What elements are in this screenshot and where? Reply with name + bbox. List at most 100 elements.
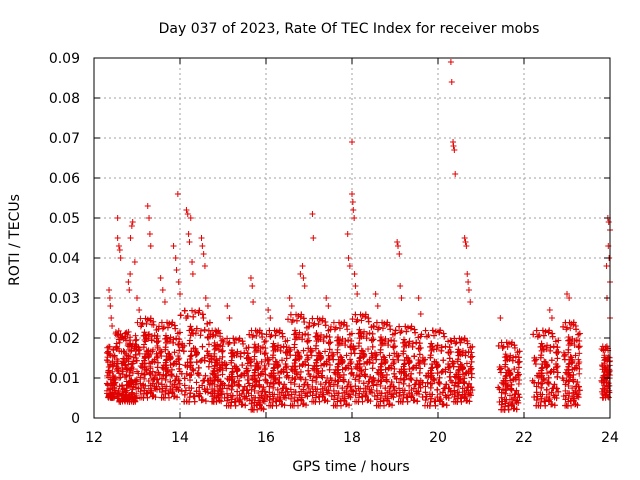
data-point <box>191 398 198 405</box>
data-point <box>187 390 194 397</box>
data-point <box>123 378 130 385</box>
data-point <box>352 311 359 318</box>
data-point <box>297 368 304 375</box>
chart-title: Day 037 of 2023, Rate Of TEC Index for r… <box>159 21 540 37</box>
data-point <box>128 360 135 367</box>
data-point <box>170 243 177 249</box>
data-point <box>153 350 160 357</box>
data-point <box>164 324 171 331</box>
data-point <box>144 316 151 323</box>
data-point <box>176 347 183 354</box>
data-point <box>189 259 196 265</box>
data-point <box>549 330 556 337</box>
y-tick-label: 0.02 <box>49 331 80 347</box>
data-point <box>239 362 246 369</box>
data-point <box>202 398 209 405</box>
data-points <box>103 59 613 413</box>
data-point <box>379 325 386 332</box>
data-point <box>106 287 113 293</box>
data-point <box>381 402 388 409</box>
data-point <box>285 316 292 323</box>
data-point <box>162 346 169 353</box>
data-point <box>458 398 465 405</box>
data-point <box>468 349 475 356</box>
data-point <box>244 355 251 362</box>
data-point <box>187 353 194 360</box>
data-point <box>395 243 402 249</box>
data-point <box>186 239 193 245</box>
y-tick-label: 0.04 <box>49 251 80 267</box>
data-point <box>450 143 457 149</box>
data-point <box>136 350 143 357</box>
x-tick-label: 14 <box>171 430 189 446</box>
data-point <box>157 275 164 281</box>
data-point <box>152 372 159 379</box>
data-point <box>554 373 561 380</box>
data-point <box>173 384 180 391</box>
data-point <box>128 343 135 350</box>
data-point <box>127 271 134 277</box>
data-point <box>351 215 358 221</box>
data-point <box>323 295 330 301</box>
data-point <box>326 366 333 373</box>
data-point <box>162 376 169 383</box>
data-point <box>461 235 468 241</box>
data-point <box>122 373 129 380</box>
data-point <box>146 215 153 221</box>
data-point <box>137 323 144 330</box>
data-point <box>107 303 114 309</box>
data-point <box>172 255 179 261</box>
data-point <box>176 365 183 372</box>
data-point <box>143 335 150 342</box>
data-point <box>116 375 123 382</box>
data-point <box>497 369 504 376</box>
data-point <box>262 338 269 345</box>
data-point <box>387 326 394 333</box>
data-point <box>561 353 568 360</box>
data-point <box>173 373 180 380</box>
data-point <box>467 299 474 305</box>
data-point <box>125 381 132 388</box>
data-point <box>137 380 144 387</box>
data-point <box>116 247 123 253</box>
data-point <box>344 231 351 237</box>
data-point <box>193 379 200 386</box>
data-point <box>134 319 141 326</box>
data-point <box>206 319 213 326</box>
data-point <box>131 259 138 265</box>
data-point <box>425 332 432 339</box>
data-point <box>532 361 539 368</box>
data-point <box>349 139 355 145</box>
data-point <box>170 336 177 343</box>
data-point <box>450 363 457 370</box>
data-point <box>151 332 158 339</box>
data-point <box>112 379 119 386</box>
data-point <box>115 367 122 374</box>
data-point <box>119 382 126 389</box>
data-point <box>185 231 192 237</box>
data-point <box>369 330 376 337</box>
data-point <box>345 255 352 261</box>
data-point <box>315 321 322 328</box>
data-point <box>446 344 453 351</box>
data-point <box>158 381 165 388</box>
data-point <box>429 327 436 334</box>
data-point <box>166 351 173 358</box>
data-point <box>167 378 174 385</box>
data-point <box>163 335 170 342</box>
data-point <box>175 377 182 384</box>
x-tick-label: 20 <box>429 430 447 446</box>
data-point <box>468 358 475 365</box>
data-point <box>162 335 169 342</box>
data-point <box>226 315 233 321</box>
data-point <box>292 330 299 337</box>
data-point <box>201 263 208 269</box>
data-point <box>115 243 122 249</box>
data-point <box>114 215 121 221</box>
data-point <box>137 374 144 381</box>
data-point <box>310 235 317 241</box>
data-point <box>176 329 183 336</box>
data-point <box>175 341 182 348</box>
data-point <box>155 380 162 387</box>
